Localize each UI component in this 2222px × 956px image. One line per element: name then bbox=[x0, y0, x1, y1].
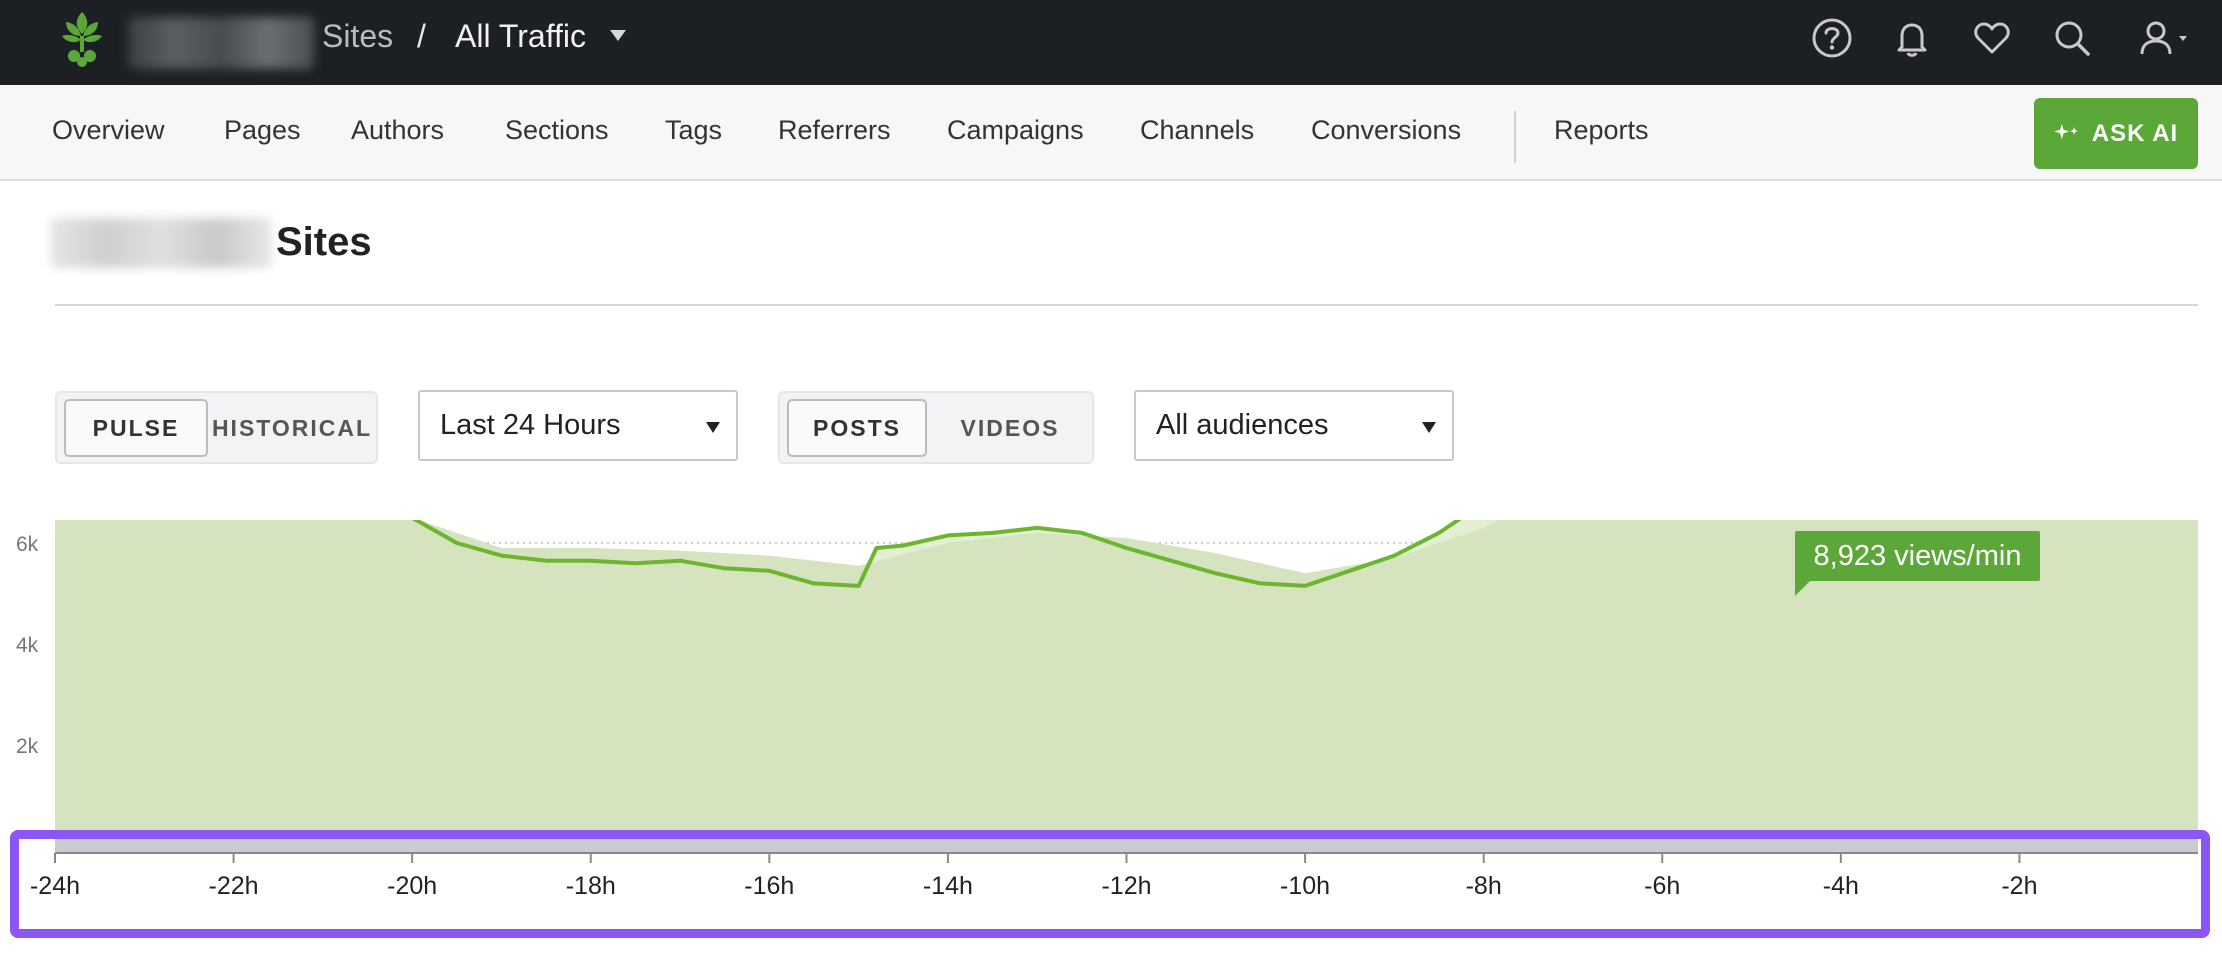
audience-select[interactable]: All audiences bbox=[1134, 390, 1454, 461]
nav-campaigns[interactable]: Campaigns bbox=[947, 115, 1084, 145]
user-menu-icon[interactable] bbox=[2136, 16, 2196, 60]
page-title: Sites bbox=[276, 220, 372, 264]
x-tick-label: -18h bbox=[566, 872, 616, 900]
redacted-title-prefix bbox=[50, 218, 272, 268]
posts-button[interactable]: POSTS bbox=[787, 399, 927, 457]
historical-button[interactable]: HISTORICAL bbox=[211, 414, 373, 441]
time-range-select[interactable]: Last 24 Hours bbox=[418, 390, 738, 461]
top-bar: Sites / All Traffic bbox=[0, 0, 2222, 85]
x-tick-label: -22h bbox=[209, 872, 259, 900]
x-tick-label: -2h bbox=[2001, 872, 2037, 900]
tooltip-pointer bbox=[1795, 580, 1811, 596]
y-tick-label: 2k bbox=[16, 735, 39, 758]
dropdown-caret-icon bbox=[1422, 422, 1436, 433]
x-tick-label: -12h bbox=[1101, 872, 1151, 900]
redacted-site-name bbox=[128, 17, 314, 69]
traffic-chart[interactable]: 2k4k6k8k -24h-22h-20h-18h-16h-14h-12h-10… bbox=[0, 520, 2222, 956]
nav-overview[interactable]: Overview bbox=[52, 115, 165, 145]
mode-toggle: PULSE HISTORICAL bbox=[55, 391, 378, 464]
sparkle-icon bbox=[2053, 123, 2078, 139]
current-value-tooltip: 8,923 views/min bbox=[1795, 531, 2040, 581]
videos-button[interactable]: VIDEOS bbox=[960, 414, 1060, 441]
y-tick-label: 6k bbox=[16, 533, 39, 556]
x-tick-label: -10h bbox=[1280, 872, 1330, 900]
nav-tags[interactable]: Tags bbox=[665, 115, 723, 145]
audience-value: All audiences bbox=[1156, 409, 1329, 441]
ask-ai-label: ASK AI bbox=[2091, 119, 2179, 147]
nav-pages[interactable]: Pages bbox=[224, 115, 301, 145]
chevron-down-icon[interactable] bbox=[610, 30, 626, 41]
breadcrumb-all-traffic[interactable]: All Traffic bbox=[455, 18, 586, 54]
section-nav: Overview Pages Authors Sections Tags Ref… bbox=[0, 85, 2222, 181]
nav-referrers[interactable]: Referrers bbox=[778, 115, 891, 145]
x-tick-label: -8h bbox=[1466, 872, 1502, 900]
ask-ai-button[interactable]: ASK AI bbox=[2034, 98, 2198, 169]
bell-icon[interactable] bbox=[1890, 16, 1934, 60]
title-divider bbox=[55, 304, 2198, 306]
content-type-toggle: POSTS VIDEOS bbox=[778, 391, 1094, 464]
breadcrumb-separator: / bbox=[417, 18, 426, 54]
pulse-button[interactable]: PULSE bbox=[64, 399, 208, 457]
x-tick-label: -24h bbox=[30, 872, 80, 900]
y-tick-label: 4k bbox=[16, 634, 39, 657]
heart-icon[interactable] bbox=[1970, 16, 2014, 60]
nav-conversions[interactable]: Conversions bbox=[1311, 115, 1462, 145]
breadcrumb-sites[interactable]: Sites bbox=[322, 18, 394, 54]
search-icon[interactable] bbox=[2050, 16, 2094, 60]
nav-authors[interactable]: Authors bbox=[351, 115, 445, 145]
x-tick-label: -16h bbox=[744, 872, 794, 900]
help-icon[interactable] bbox=[1810, 16, 1854, 60]
nav-sections[interactable]: Sections bbox=[505, 115, 609, 145]
x-axis-band bbox=[55, 837, 2198, 853]
time-range-value: Last 24 Hours bbox=[440, 409, 621, 441]
dropdown-caret-icon bbox=[706, 422, 720, 433]
current-area bbox=[55, 520, 2198, 846]
nav-divider bbox=[1514, 111, 1516, 163]
x-tick-label: -14h bbox=[923, 872, 973, 900]
x-tick-label: -20h bbox=[387, 872, 437, 900]
parsely-logo-icon[interactable] bbox=[52, 8, 112, 68]
x-tick-label: -6h bbox=[1644, 872, 1680, 900]
current-line bbox=[412, 520, 1462, 588]
x-tick-label: -4h bbox=[1823, 872, 1859, 900]
nav-reports[interactable]: Reports bbox=[1554, 115, 1649, 145]
nav-channels[interactable]: Channels bbox=[1140, 115, 1255, 145]
